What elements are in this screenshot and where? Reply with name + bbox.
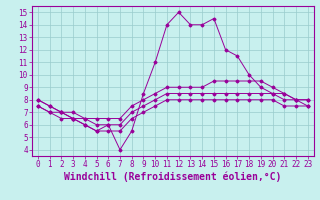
X-axis label: Windchill (Refroidissement éolien,°C): Windchill (Refroidissement éolien,°C) [64,172,282,182]
